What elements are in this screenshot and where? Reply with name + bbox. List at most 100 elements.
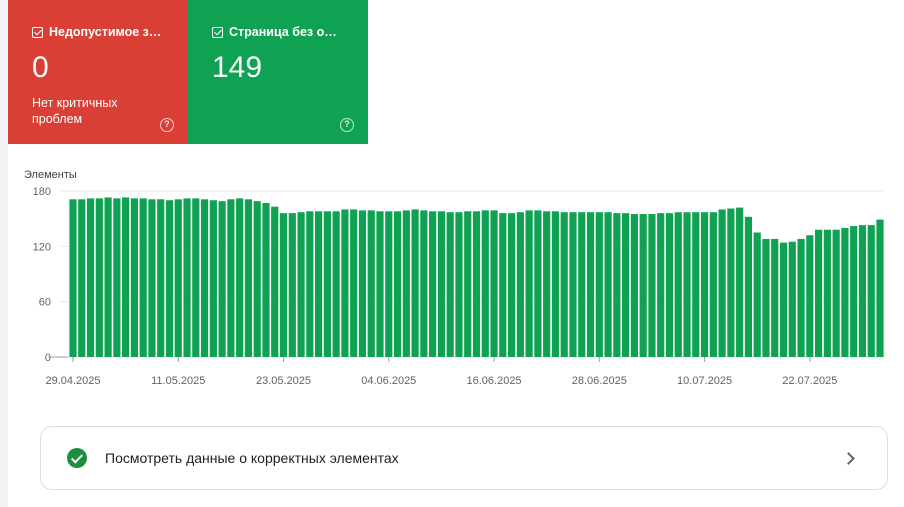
x-tick-label: 16.06.2025: [467, 375, 522, 387]
bar: [551, 211, 560, 357]
bar: [578, 212, 586, 357]
bar: [192, 198, 200, 357]
bar: [446, 212, 454, 357]
valid-card-title: Страница без ош…: [229, 25, 344, 39]
bar: [367, 210, 375, 357]
bar: [341, 209, 349, 357]
bar: [613, 213, 621, 357]
bar: [709, 212, 717, 357]
bar: [297, 212, 305, 357]
y-tick-label: 120: [33, 241, 51, 253]
bar: [779, 242, 788, 357]
bar: [165, 200, 174, 357]
x-tick-label: 28.06.2025: [572, 375, 627, 387]
bar: [727, 208, 735, 357]
bar: [200, 199, 209, 357]
error-card-value: 0: [32, 51, 49, 84]
bar: [841, 227, 849, 357]
bar: [209, 200, 217, 357]
bar: [455, 212, 463, 357]
bar: [622, 213, 630, 357]
checkbox-icon[interactable]: [212, 26, 223, 38]
x-tick-label: 11.05.2025: [151, 375, 205, 387]
bar: [420, 210, 428, 357]
bar: [499, 213, 507, 357]
help-icon[interactable]: ?: [160, 118, 174, 132]
bar: [507, 213, 516, 357]
bar: [78, 199, 86, 357]
bar: [358, 210, 367, 357]
help-icon[interactable]: ?: [340, 118, 354, 132]
chevron-right-icon: [842, 452, 855, 465]
bar: [411, 209, 419, 357]
bar: [490, 210, 498, 357]
x-tick-label: 29.04.2025: [45, 375, 100, 387]
checkbox-icon[interactable]: [32, 26, 43, 38]
items-bar-chart: Элементы 0 60 120 180 29.04.2025 11.05.2025 23.…: [24, 169, 884, 387]
x-tick-label: 22.07.2025: [782, 375, 837, 387]
bar: [122, 197, 130, 357]
bar: [323, 211, 331, 357]
check-circle-icon: [67, 448, 87, 468]
y-axis-label: Элементы: [24, 169, 77, 181]
bar: [244, 199, 253, 357]
error-card-header: Недопустимое з…: [32, 22, 164, 42]
bar: [762, 238, 770, 357]
bar: [393, 211, 402, 357]
bar: [279, 213, 288, 357]
error-status-card[interactable]: Недопустимое з… 0 Нет критичных проблем …: [8, 0, 188, 144]
bar: [315, 211, 323, 357]
bar: [569, 212, 577, 357]
bar: [718, 209, 726, 357]
bar: [683, 212, 691, 357]
view-valid-items-link[interactable]: Посмотреть данные о корректных элементах: [40, 426, 888, 490]
bar: [464, 211, 472, 357]
bar: [429, 211, 437, 357]
bar: [104, 197, 112, 357]
bar: [700, 212, 709, 357]
bar: [823, 229, 831, 357]
bar: [262, 202, 270, 357]
valid-status-card[interactable]: Страница без ош… 149 ?: [188, 0, 368, 144]
bar: [560, 212, 568, 357]
bar: [797, 238, 805, 357]
valid-card-value: 149: [212, 51, 263, 84]
bar: [753, 232, 761, 357]
bar: [69, 199, 77, 357]
bar: [648, 214, 656, 357]
y-tick-label: 180: [33, 186, 51, 198]
bar: [604, 212, 612, 357]
error-card-note: Нет критичных проблем: [32, 96, 118, 126]
bar: [253, 201, 261, 357]
bar: [139, 198, 147, 357]
bar: [771, 238, 779, 357]
bar: [543, 211, 551, 357]
x-tick-label: 23.05.2025: [256, 375, 311, 387]
view-valid-items-label: Посмотреть данные о корректных элементах: [105, 450, 399, 466]
bar: [183, 198, 191, 357]
bar: [850, 226, 858, 357]
bar: [227, 199, 235, 357]
bar: [858, 225, 867, 357]
bar: [692, 212, 700, 357]
bar: [472, 211, 481, 357]
bar: [832, 229, 840, 357]
bar: [674, 212, 682, 357]
bar: [815, 229, 823, 357]
bar: [657, 213, 665, 357]
page-edge: [0, 0, 8, 507]
bar: [271, 206, 279, 357]
bar: [665, 213, 674, 357]
bar: [95, 198, 103, 357]
bar: [174, 199, 182, 357]
bar: [481, 210, 489, 357]
bar: [595, 212, 603, 357]
valid-card-header: Страница без ош…: [212, 22, 344, 42]
bar: [534, 210, 542, 357]
bar: [437, 211, 446, 357]
bar: [402, 210, 410, 357]
bar: [385, 211, 393, 357]
bar: [148, 199, 156, 357]
bar: [306, 211, 314, 357]
y-tick-label: 60: [39, 297, 51, 309]
